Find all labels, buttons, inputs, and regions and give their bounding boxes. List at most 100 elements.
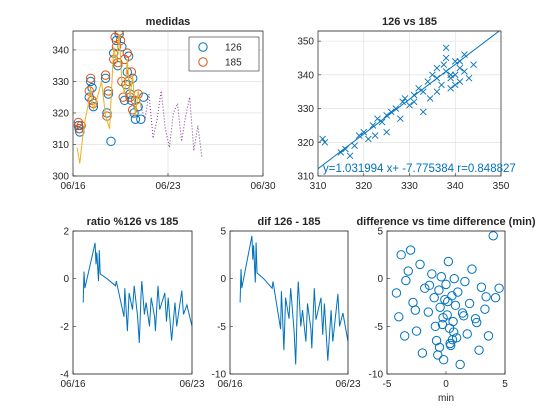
- axes-border: [72, 230, 193, 375]
- data-point: [470, 61, 477, 69]
- data-point: [434, 285, 444, 295]
- chart-title: dif 126 - 185: [258, 216, 321, 228]
- data-point: [102, 108, 112, 118]
- data-point: [415, 85, 422, 92]
- data-point: [464, 298, 475, 309]
- data-point: [403, 266, 413, 276]
- data-point: [122, 67, 132, 77]
- y-tick-label: 0: [220, 274, 226, 285]
- plot-area: [386, 230, 506, 375]
- legend-marker: [198, 57, 208, 67]
- data-point: [371, 132, 379, 139]
- data-point: [85, 76, 96, 87]
- data-point: [435, 302, 445, 312]
- data-point: [401, 95, 409, 102]
- data-point: [103, 89, 113, 99]
- data-point: [438, 355, 449, 365]
- series-0: [82, 242, 192, 344]
- data-point: [434, 342, 445, 353]
- data-point: [442, 54, 450, 62]
- data-point: [355, 132, 363, 139]
- data-point: [406, 101, 413, 109]
- data-point: [461, 51, 468, 58]
- data-point: [462, 329, 472, 339]
- data-point: [429, 71, 436, 79]
- chart-title: ratio %126 vs 185: [87, 216, 179, 228]
- data-point: [470, 314, 481, 324]
- data-point: [447, 85, 454, 92]
- y-tick-label: 310: [297, 172, 314, 183]
- data-point: [387, 108, 395, 116]
- y-tick-label: -5: [217, 322, 226, 333]
- data-point: [397, 115, 404, 122]
- data-point: [399, 98, 406, 106]
- fit-line: [318, 31, 500, 170]
- data-point: [424, 280, 435, 291]
- y-tick-label: -2: [60, 322, 69, 333]
- data-point: [85, 73, 96, 83]
- data-point: [429, 293, 439, 303]
- data-point: [467, 264, 477, 274]
- data-point: [133, 101, 143, 112]
- data-point: [490, 293, 501, 303]
- x-tick-label: 0: [443, 379, 449, 390]
- y-tick-label: 340: [52, 45, 69, 56]
- y-tick-label: -10: [369, 370, 384, 381]
- x-tick-label: 06/16: [60, 181, 85, 192]
- data-point: [419, 88, 427, 96]
- data-point: [433, 74, 441, 82]
- data-point: [424, 78, 432, 85]
- axes-medidas: 06/16 06/23 06/30 300 310 320 330 340 medidas 126…: [52, 16, 276, 192]
- chart-title: 126 vs 185: [382, 16, 437, 28]
- data-point: [419, 108, 427, 116]
- y-tick-label: 2: [63, 227, 69, 238]
- data-point: [438, 313, 448, 323]
- data-point: [420, 283, 430, 293]
- data-point: [411, 326, 422, 336]
- data-point: [76, 120, 86, 131]
- data-point: [448, 316, 458, 327]
- y-tick-label: 320: [297, 138, 314, 149]
- data-point: [427, 269, 437, 279]
- data-point: [471, 317, 482, 328]
- x-tick-label: 06/23: [335, 379, 360, 390]
- y-tick-label: 0: [63, 274, 69, 285]
- data-point: [405, 245, 416, 255]
- data-layer: [82, 242, 192, 344]
- legend-box: [188, 36, 260, 72]
- data-point: [337, 149, 345, 156]
- data-point: [400, 331, 410, 341]
- data-point: [118, 92, 128, 102]
- data-point: [417, 348, 428, 358]
- data-point: [453, 287, 463, 297]
- data-point: [437, 319, 448, 330]
- data-point: [396, 250, 406, 260]
- x-tick-label: 310: [310, 181, 327, 192]
- data-point: [442, 44, 450, 52]
- x-tick-label: 330: [401, 181, 418, 192]
- data-point: [440, 61, 448, 69]
- data-point: [394, 312, 404, 322]
- y-tick-label: 300: [52, 172, 69, 183]
- series-line: [239, 235, 348, 365]
- data-point: [365, 135, 372, 143]
- x-tick-label: 06/23: [155, 181, 180, 192]
- data-layer: [318, 31, 500, 170]
- series-line: [82, 242, 192, 344]
- data-point: [436, 272, 446, 282]
- data-point: [488, 231, 498, 241]
- data-point: [450, 300, 461, 311]
- data-point: [106, 136, 116, 147]
- data-point: [374, 115, 381, 122]
- data-point: [456, 64, 464, 72]
- data-point: [441, 279, 451, 290]
- data-point: [456, 78, 464, 85]
- data-point: [122, 48, 132, 58]
- series-0: [391, 231, 504, 370]
- plot-area: [229, 230, 349, 375]
- data-point: [443, 296, 453, 307]
- data-point: [456, 58, 464, 65]
- data-point: [103, 86, 113, 96]
